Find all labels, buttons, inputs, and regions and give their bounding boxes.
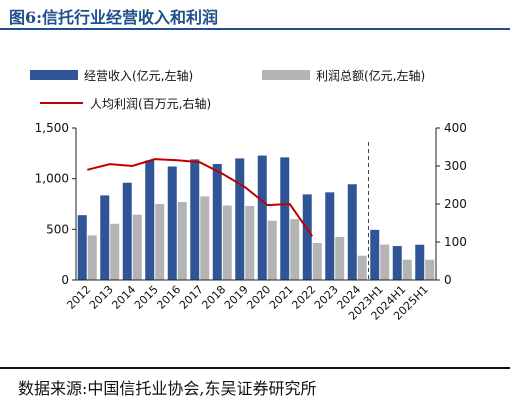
bar-revenue-2015 [145,160,155,280]
x-tick-label-2016: 2016 [154,283,183,312]
bar-profit-2014 [132,214,142,280]
bar-revenue-2021 [280,157,290,280]
title-rule [0,28,510,30]
bar-profit-2018 [222,205,232,280]
x-tick-label-2018: 2018 [199,283,228,312]
tick-label-left-1500: 1,500 [35,121,69,135]
tick-label-right-100: 100 [444,235,467,249]
bar-revenue-2022 [302,194,312,280]
bar-revenue-2018 [212,163,222,280]
bar-revenue-2019 [235,158,245,280]
x-tick-label-2020: 2020 [244,283,273,312]
bar-revenue-2013 [100,195,110,280]
bar-profit-2016 [177,201,187,280]
bar-profit-2021 [290,219,300,280]
tick-label-right-400: 400 [444,121,467,135]
x-tick-label-2012: 2012 [64,283,93,312]
bar-profit-2020 [267,220,277,280]
plot-area: 05001,0001,50001002003004002012201320142… [35,121,467,323]
legend-label-per-capita: 人均利润(百万元,右轴) [90,96,211,111]
footer-rule [0,367,510,369]
bar-profit-2022 [312,243,322,280]
bar-revenue-2024 [347,184,357,280]
bar-revenue-2017 [190,159,200,280]
bar-revenue-2025H1 [415,244,425,280]
bar-revenue-2023H1 [370,229,380,280]
x-tick-label-2014: 2014 [109,283,138,312]
x-tick-label-2022: 2022 [289,283,318,312]
x-tick-label-2019: 2019 [222,283,251,312]
bar-profit-2024H1 [402,259,412,280]
tick-label-right-200: 200 [444,197,467,211]
tick-label-left-0: 0 [61,273,69,287]
x-tick-label-2023: 2023 [312,283,341,312]
tick-label-right-300: 300 [444,159,467,173]
bar-profit-2023 [335,236,345,280]
line-per-capita [87,158,314,237]
bar-revenue-2016 [167,166,177,280]
tick-label-left-1000: 1,000 [35,172,69,186]
legend: 经营收入(亿元,左轴) 利润总额(亿元,左轴) 人均利润(百万元,右轴) [30,68,425,111]
bar-profit-2013 [110,223,120,280]
bar-revenue-2014 [122,182,132,280]
bar-profit-2012 [87,235,97,280]
bar-profit-2023H1 [380,244,390,280]
bar-revenue-2020 [257,155,267,280]
bar-profit-2015 [155,204,165,280]
x-tick-label-2013: 2013 [87,283,116,312]
chart: 经营收入(亿元,左轴) 利润总额(亿元,左轴) 人均利润(百万元,右轴) 0 50… [30,68,467,323]
x-tick-label-2017: 2017 [177,283,206,312]
bar-profit-2025H1 [425,259,435,280]
legend-label-profit: 利润总额(亿元,左轴) [316,68,425,83]
bar-profit-2024 [357,255,367,280]
legend-swatch-revenue [30,70,78,80]
x-tick-label-2015: 2015 [132,283,161,312]
bar-revenue-2012 [77,215,87,280]
chart-title: 图6:信托行业经营收入和利润 [9,8,219,27]
x-tick-label-2021: 2021 [267,283,296,312]
bar-revenue-2023 [325,192,335,280]
legend-swatch-profit [262,70,310,80]
bar-revenue-2024H1 [392,246,402,280]
source-note: 数据来源:中国信托业协会,东吴证券研究所 [18,379,317,398]
legend-label-revenue: 经营收入(亿元,左轴) [84,68,193,83]
tick-label-right-0: 0 [444,273,452,287]
bar-profit-2019 [245,206,255,280]
bar-profit-2017 [200,196,210,280]
tick-label-left-500: 500 [46,222,69,236]
